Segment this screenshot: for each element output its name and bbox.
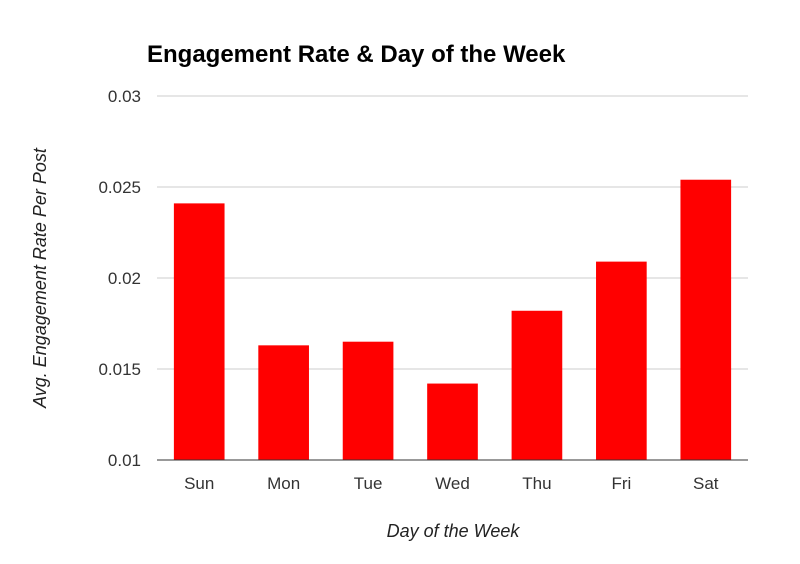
x-tick-label-mon: Mon [267, 474, 300, 493]
bar-wed [427, 383, 478, 460]
x-tick-label-wed: Wed [435, 474, 470, 493]
bar-fri [596, 261, 647, 460]
y-axis-title: Avg. Engagement Rate Per Post [30, 147, 50, 409]
x-tick-label-tue: Tue [354, 474, 383, 493]
y-tick-label: 0.02 [108, 269, 141, 288]
bar-thu [511, 310, 563, 460]
y-axis-ticks: 0.01 0.015 0.02 0.025 0.03 [98, 87, 141, 470]
x-axis-title: Day of the Week [387, 521, 521, 541]
bar-sun [173, 203, 225, 460]
x-tick-label-fri: Fri [611, 474, 631, 493]
x-axis-ticks: Sun Mon Tue Wed Thu Fri Sat [184, 474, 719, 493]
x-tick-label-thu: Thu [522, 474, 551, 493]
bars [173, 179, 732, 460]
x-tick-label-sun: Sun [184, 474, 214, 493]
y-tick-label: 0.015 [98, 360, 141, 379]
y-tick-label: 0.025 [98, 178, 141, 197]
y-tick-label: 0.01 [108, 451, 141, 470]
bar-mon [258, 345, 309, 460]
bar-sat [680, 179, 732, 460]
bar-tue [342, 341, 394, 460]
chart-title: Engagement Rate & Day of the Week [147, 41, 566, 68]
y-tick-label: 0.03 [108, 87, 141, 106]
x-tick-label-sat: Sat [693, 474, 719, 493]
gridlines [157, 95, 748, 370]
